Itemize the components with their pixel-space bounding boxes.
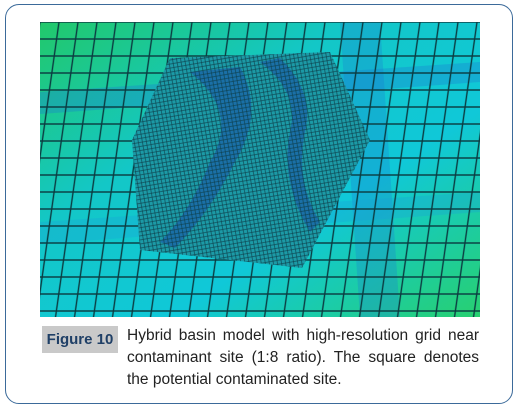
figure-image <box>40 22 480 317</box>
figure-caption: Hybrid basin model with high-resolution … <box>127 327 479 388</box>
figure-frame <box>5 4 513 404</box>
figure-label: Figure 10 <box>42 326 118 353</box>
